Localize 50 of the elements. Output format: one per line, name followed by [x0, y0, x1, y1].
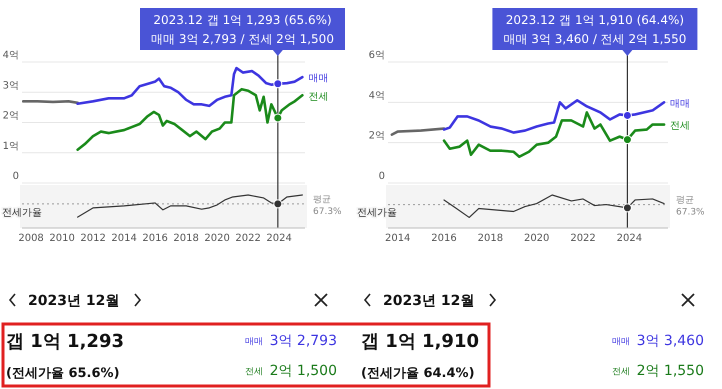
x-tick-label: 2020	[524, 233, 550, 244]
x-tick-label: 2016	[431, 233, 457, 244]
x-tick-label: 2024	[266, 233, 292, 244]
y-tick-label: 0	[12, 171, 19, 182]
y-axis-title: 전세가율	[357, 208, 397, 218]
y-tick-label: 4억	[2, 50, 19, 61]
y-tick-label: 1억	[2, 140, 19, 152]
text: 매매 3억 2,793 / 전세 2억 1,500	[151, 32, 334, 46]
x-tick-label: 2022	[235, 233, 261, 244]
series-label: 전세	[670, 120, 690, 132]
text: (전세가율 65.6%)	[6, 366, 120, 381]
y-tick-label: 2억	[368, 130, 385, 142]
text: (전세가율 64.4%)	[361, 366, 475, 381]
text: 2023년 12월	[28, 293, 120, 309]
text: 매매 3억 3,460 / 전세 2억 1,550	[503, 32, 686, 46]
text: 2023.12 갭 1억 1,293 (65.6%)	[153, 13, 332, 27]
x-tick-label: 2012	[80, 233, 106, 244]
y-tick-label: 4억	[368, 90, 385, 102]
text: 갭 1억 1,910	[361, 331, 479, 352]
x-tick-label: 2018	[173, 233, 199, 244]
x-tick-label: 2014	[111, 233, 137, 244]
x-tick-label: 2024	[616, 233, 642, 244]
x-tick-label: 2008	[18, 233, 44, 244]
text: 2023년 12월	[383, 293, 474, 309]
y-axis-title: 전세가율	[2, 208, 42, 218]
x-tick-label: 2020	[204, 233, 230, 244]
text: 갭 1억 1,293	[6, 331, 124, 352]
series-label: 전세	[308, 91, 328, 102]
x-tick-label: 2018	[478, 233, 504, 244]
x-tick-label: 2016	[142, 233, 168, 244]
text: 2억 1,500	[270, 363, 337, 379]
y-tick-label: 3억	[2, 80, 19, 92]
y-tick-label: 0	[378, 171, 385, 182]
ref-line-label: 평균 67.3%	[313, 194, 342, 217]
y-tick-label: 6억	[368, 50, 385, 61]
ref-line-label: 평균 67.3%	[676, 196, 706, 218]
text: 3억 2,793	[270, 333, 337, 349]
text: 2023.12 갭 1억 1,910 (64.4%)	[506, 13, 684, 27]
series-label: 매매	[308, 73, 328, 84]
text: 매매	[245, 337, 263, 347]
text: 전세	[245, 367, 263, 377]
text: 매매	[612, 337, 630, 347]
x-tick-label: 2022	[570, 233, 596, 244]
y-tick-label: 2억	[2, 110, 19, 122]
x-tick-label: 2014	[384, 233, 410, 244]
text: 전세	[612, 367, 630, 377]
series-label: 매매	[670, 98, 690, 110]
text: 3억 3,460	[636, 333, 704, 349]
x-tick-label: 2010	[49, 233, 75, 244]
text: 2억 1,550	[636, 363, 704, 379]
